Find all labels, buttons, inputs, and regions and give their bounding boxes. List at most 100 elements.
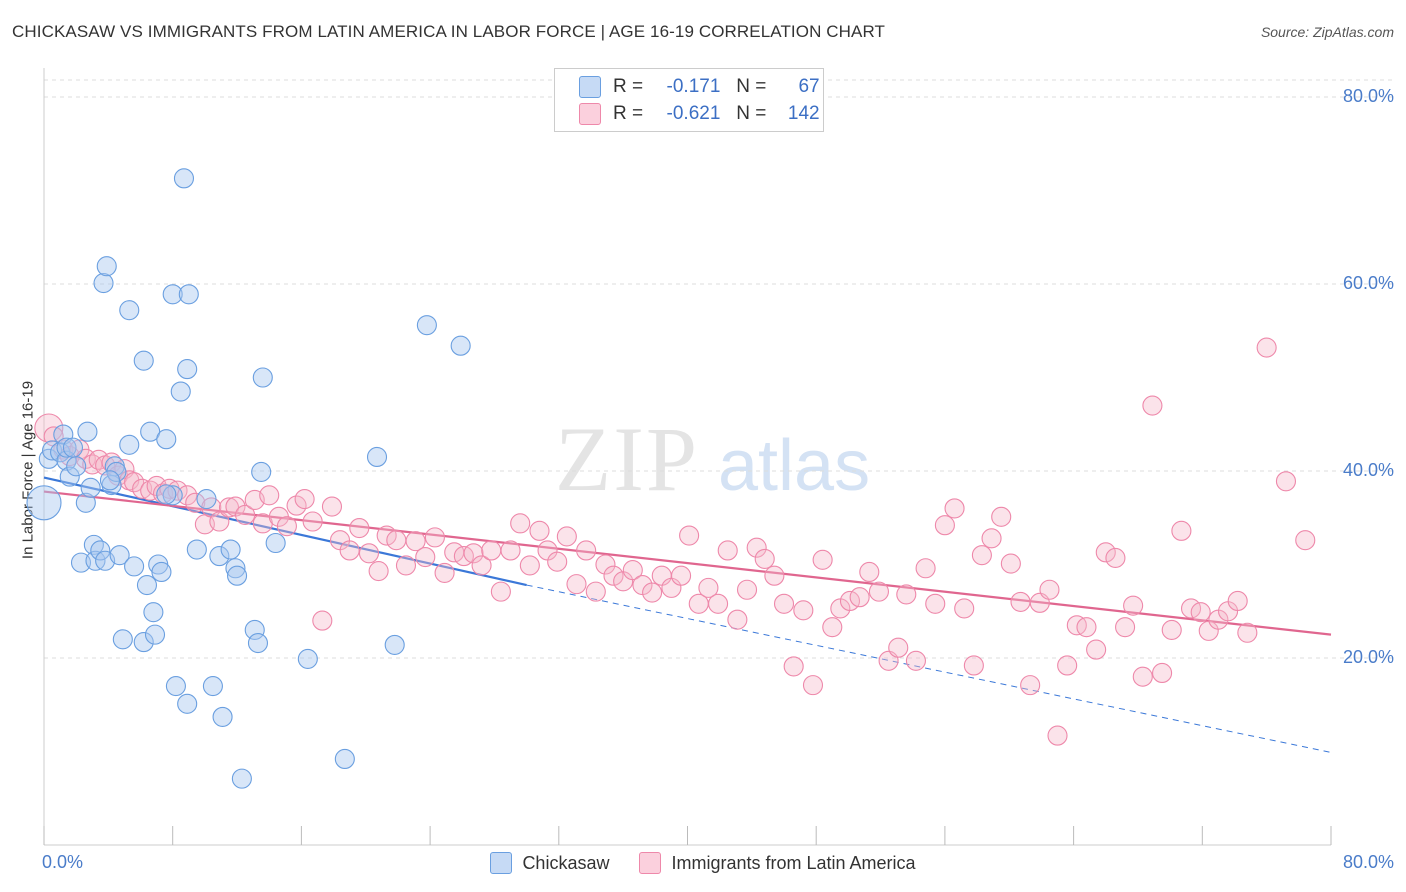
latin-point	[849, 587, 870, 608]
latin-point	[1086, 639, 1107, 660]
latin-point	[736, 579, 758, 600]
latin-point	[783, 656, 804, 677]
legend-row-latin: R = -0.621 N = 142	[579, 102, 820, 126]
latin-point	[294, 488, 315, 510]
latin-point	[603, 565, 624, 586]
legend-r-value: -0.621	[666, 103, 721, 124]
series-swatch-latin	[639, 852, 662, 874]
chickasaw-point	[119, 434, 140, 455]
latin-point	[934, 515, 955, 536]
latin-point	[556, 526, 577, 547]
latin-point	[1010, 591, 1031, 612]
legend-n-value: 67	[798, 76, 820, 97]
latin-point	[764, 565, 785, 586]
latin-point	[500, 540, 521, 561]
latin-point	[124, 472, 145, 493]
latin-point	[312, 610, 333, 631]
latin-point	[585, 581, 606, 602]
latin-point	[896, 584, 917, 605]
series-swatch-chickasaw	[490, 852, 513, 874]
chickasaw-point	[247, 632, 269, 654]
latin-point	[415, 546, 436, 568]
chickasaw-point	[136, 575, 158, 596]
y-tick-label: 60.0%	[1342, 273, 1394, 293]
latin-point	[209, 511, 230, 532]
latin-point	[868, 581, 889, 602]
chickasaw-point	[186, 539, 207, 560]
chickasaw-point	[231, 768, 252, 789]
legend-n-label: N =	[736, 76, 767, 97]
series-label-chickasaw: Chickasaw	[522, 852, 610, 873]
chickasaw-point	[90, 540, 111, 561]
series-legend-chickasaw: Chickasaw	[490, 852, 609, 874]
latin-point	[622, 560, 643, 581]
latin-point	[1000, 553, 1021, 574]
latin-point	[395, 555, 417, 576]
chickasaw-point	[178, 284, 199, 305]
chickasaw-point	[56, 437, 77, 458]
chickasaw-point	[173, 168, 195, 189]
chickasaw-point	[93, 273, 114, 294]
latin-point	[1115, 617, 1136, 638]
chickasaw-point	[209, 546, 230, 567]
latin-point	[349, 517, 370, 539]
latin-point	[321, 496, 343, 517]
gridlines	[44, 79, 1395, 659]
data-points	[26, 168, 1316, 789]
chickasaw-point	[225, 558, 246, 579]
latin-point	[746, 537, 767, 558]
latin-point	[671, 565, 692, 586]
chickasaw-point	[244, 619, 265, 641]
chickasaw-point	[170, 381, 191, 402]
chickasaw-point	[96, 256, 117, 277]
latin-point	[708, 593, 729, 614]
chickasaw-point	[162, 485, 183, 506]
latin-point	[405, 531, 426, 552]
chickasaw-point	[75, 492, 96, 513]
chickasaw-point	[124, 556, 145, 577]
legend-r-label: R =	[613, 103, 644, 124]
stats-legend: R = -0.171 N = 67 R = -0.621 N = 142	[554, 68, 824, 132]
latin-point	[773, 593, 795, 614]
latin-point	[368, 560, 389, 582]
latin-point	[1171, 520, 1192, 541]
latin-point	[915, 558, 936, 579]
latin-point	[434, 562, 455, 583]
latin-point	[185, 492, 206, 513]
chickasaw-point	[99, 470, 121, 491]
chickasaw-point	[156, 429, 177, 450]
latin-point	[235, 504, 256, 525]
chickasaw-trend-line	[43, 476, 527, 587]
latin-point	[386, 530, 407, 551]
latin-point	[177, 485, 198, 506]
chickasaw-point	[119, 300, 140, 321]
latin-point	[1076, 617, 1097, 638]
latin-point	[339, 540, 360, 561]
watermark: ZIP atlas	[555, 408, 870, 510]
latin-point	[991, 506, 1012, 527]
latin-point	[1039, 579, 1060, 600]
series-label-latin: Immigrants from Latin America	[671, 852, 916, 873]
latin-point	[259, 485, 280, 506]
latin-point	[1237, 622, 1258, 643]
latin-point	[1190, 602, 1211, 623]
chickasaw-point	[202, 675, 223, 697]
chickasaw-point	[62, 437, 84, 458]
latin-point	[802, 675, 824, 696]
latin-point	[471, 555, 492, 576]
latin-point	[1105, 547, 1126, 569]
chickasaw-point	[252, 367, 273, 388]
legend-r-value: -0.171	[666, 76, 721, 97]
latin-point	[679, 525, 700, 546]
chickasaw-point	[70, 552, 92, 573]
chickasaw-point	[26, 485, 62, 521]
chickasaw-point	[106, 461, 127, 482]
latin-point	[642, 582, 663, 603]
watermark-atlas: atlas	[718, 426, 870, 506]
latin-point	[925, 593, 946, 614]
chickasaw-point	[177, 693, 198, 714]
latin-point	[101, 452, 122, 473]
latin-point	[954, 598, 975, 619]
latin-point	[1152, 662, 1173, 684]
latin-point	[1275, 471, 1297, 492]
